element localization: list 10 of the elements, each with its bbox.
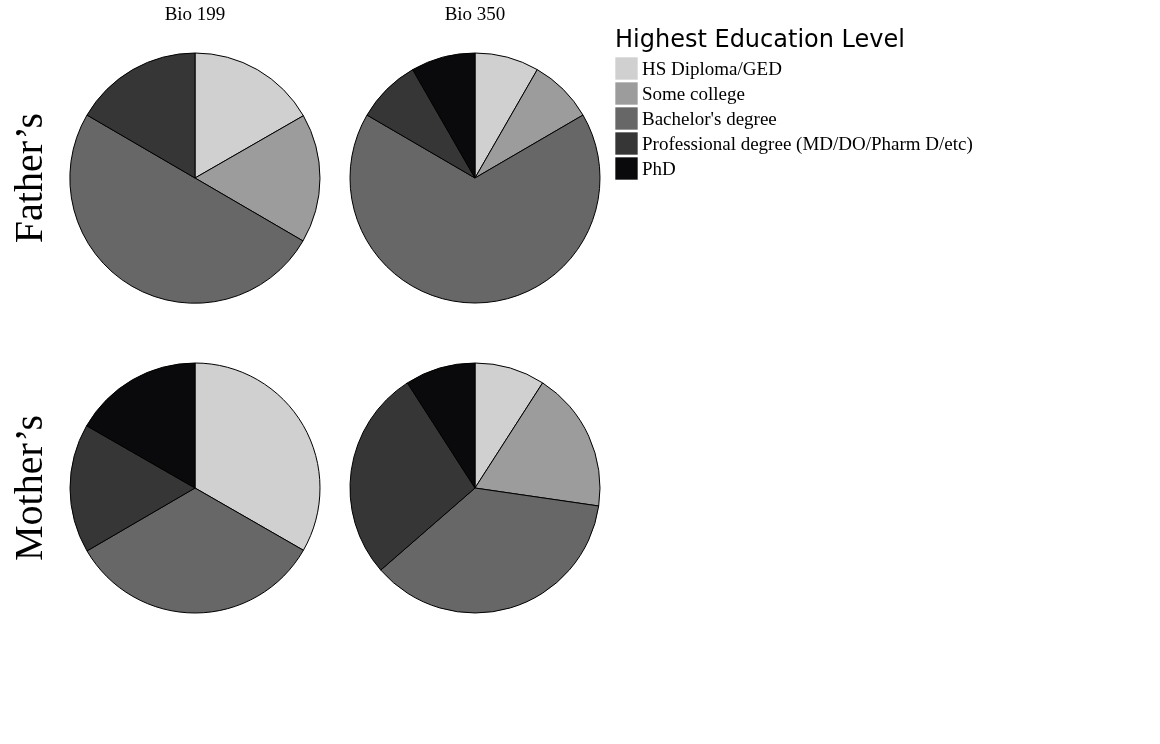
- legend-title: Highest Education Level: [615, 25, 905, 53]
- chart-title: Bio 350: [444, 3, 506, 24]
- legend-label: Professional degree (MD/DO/Pharm D/etc): [642, 132, 973, 155]
- text: Father’s: [6, 112, 51, 244]
- legend-label: PhD: [642, 157, 676, 179]
- chart-title: Bio 199: [164, 3, 226, 24]
- legend-label: HS Diploma/GED: [642, 57, 782, 79]
- legend-label: Bachelor's degree: [642, 107, 777, 129]
- legend-label: Some college: [642, 82, 745, 104]
- text: Mother’s: [6, 415, 51, 561]
